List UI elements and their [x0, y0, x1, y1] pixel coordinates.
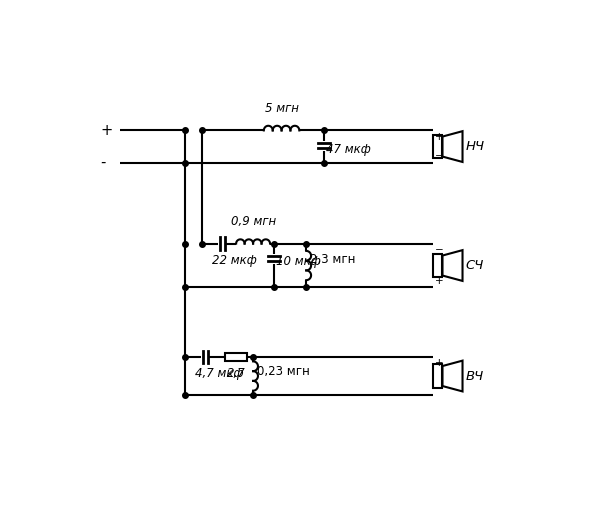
Text: 22 мкф: 22 мкф [212, 254, 256, 267]
Text: +: + [435, 132, 443, 142]
Bar [434, 254, 443, 277]
Text: 4,7 мкф: 4,7 мкф [195, 367, 243, 380]
Polygon shape [443, 361, 463, 392]
Text: НЧ: НЧ [466, 140, 485, 153]
Text: 0,9 мгн: 0,9 мгн [230, 215, 275, 228]
Text: ВЧ: ВЧ [466, 370, 484, 383]
Text: −: − [435, 151, 444, 161]
Text: 2,3 мгн: 2,3 мгн [310, 253, 356, 266]
Text: +: + [100, 123, 113, 138]
Polygon shape [443, 250, 463, 281]
Text: СЧ: СЧ [466, 259, 484, 272]
Bar [434, 135, 443, 158]
Text: 5 мгн: 5 мгн [264, 102, 299, 115]
Polygon shape [443, 131, 463, 162]
Text: 10 мкф: 10 мкф [276, 255, 321, 268]
Text: 2,7: 2,7 [227, 367, 246, 380]
Bar [434, 364, 443, 387]
Text: −: − [435, 245, 444, 255]
Text: +: + [435, 358, 443, 369]
Text: 47 мкф: 47 мкф [326, 143, 371, 156]
Text: −: − [435, 384, 444, 394]
Text: 0,23 мгн: 0,23 мгн [257, 365, 309, 378]
Text: +: + [435, 276, 443, 286]
Text: -: - [100, 155, 106, 170]
Bar [226, 353, 247, 361]
